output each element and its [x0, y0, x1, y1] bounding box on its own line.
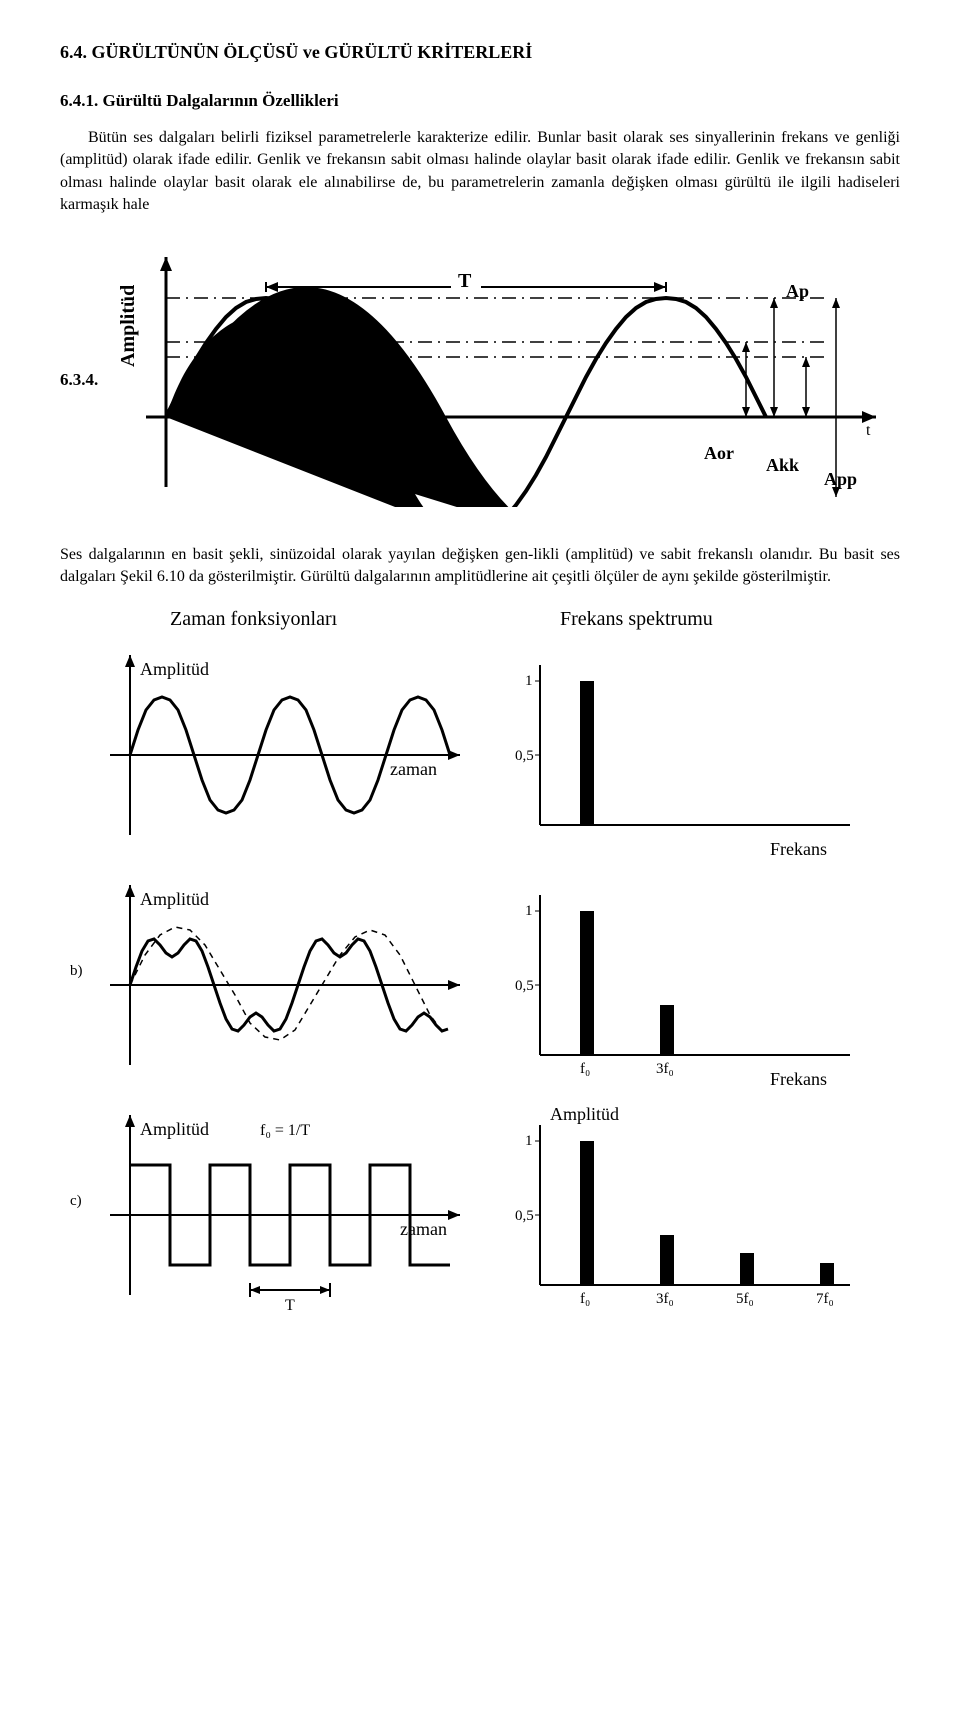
figure-6-3-4-row: 6.3.4. Amplitüd t T: [60, 247, 900, 514]
fig1-App: App: [824, 469, 857, 489]
fig1-period-label: T: [458, 270, 472, 292]
fig2-c-amp-right: Amplitüd: [550, 1104, 619, 1124]
fig2-a-ytick-05: 0,5: [515, 748, 534, 764]
fig2-right-header: Frekans spektrumu: [560, 608, 713, 630]
fig1-xlabel: t: [866, 422, 871, 439]
fig2-b-xtick-f0: f₀: [580, 1061, 590, 1077]
fig1-Akk: Akk: [766, 455, 799, 475]
fig2-c-ytick-1: 1: [525, 1133, 533, 1149]
fig2-a-zaman-label: zaman: [390, 759, 437, 779]
fig2-c-xtick-5f0: 5f₀: [736, 1291, 754, 1307]
fig1-Aor: Aor: [704, 443, 734, 463]
fig2-b-ytick-05: 0,5: [515, 978, 534, 994]
fig2-b-frekans: Frekans: [770, 1069, 827, 1089]
fig2-c-xtick-f0: f₀: [580, 1291, 590, 1307]
paragraph-1: Bütün ses dalgaları belirli fiziksel par…: [60, 127, 900, 217]
fig1-Ap: Ap: [786, 281, 809, 301]
fig2-a-amp-label: Amplitüd: [140, 659, 209, 679]
fig2-row-c-label: c): [70, 1193, 82, 1209]
fig2-c-ytick-05: 0,5: [515, 1208, 534, 1224]
figure-6-3-4-label: 6.3.4.: [60, 368, 98, 392]
fig2-c-xtick-3f0: 3f₀: [656, 1291, 674, 1307]
fig2-c-amp-label: Amplitüd: [140, 1119, 209, 1139]
paragraph-2: Ses dalgalarının en basit şekli, sinüzoi…: [60, 544, 900, 589]
subsection-heading-6-4-1: 6.4.1. Gürültü Dalgalarının Özellikleri: [60, 89, 900, 113]
fig2-a-ytick-1: 1: [525, 673, 533, 689]
fig2-b-amp-label: Amplitüd: [140, 889, 209, 909]
section-heading-6-4: 6.4. GÜRÜLTÜNÜN ÖLÇÜSÜ ve GÜRÜLTÜ KRİTER…: [60, 40, 900, 65]
fig2-c-formula: f₀ = 1/T: [260, 1122, 310, 1139]
fig2-c-zaman-label: zaman: [400, 1219, 447, 1239]
fig2-b-xtick-3f0: 3f₀: [656, 1061, 674, 1077]
fig2-b-ytick-1: 1: [525, 903, 533, 919]
fig2-c-T-label: T: [285, 1297, 295, 1314]
figure-6-3-4: Amplitüd t T A: [106, 247, 886, 514]
fig2-c-xtick-7f0: 7f₀: [816, 1291, 834, 1307]
fig2-a-frekans: Frekans: [770, 839, 827, 859]
fig2-left-header: Zaman fonksiyonları: [170, 608, 338, 630]
figure-spectra-grid: Zaman fonksiyonları Frekans spektrumu Am…: [60, 605, 900, 1332]
fig2-row-b-label: b): [70, 963, 83, 979]
fig1-ylabel: Amplitüd: [117, 284, 139, 366]
